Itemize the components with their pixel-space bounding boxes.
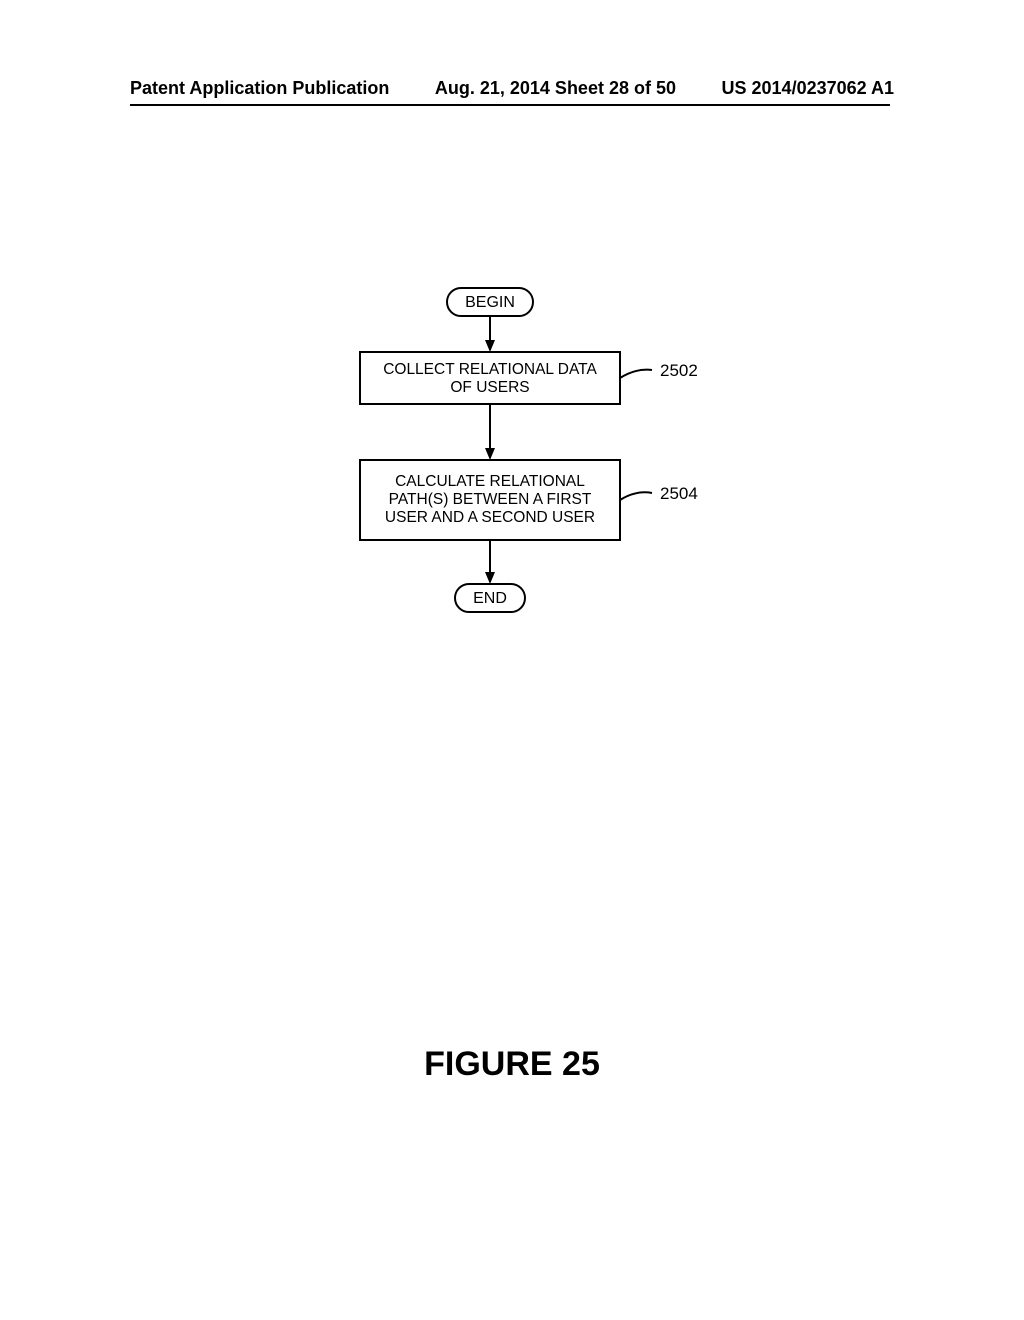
end-label: END (473, 590, 507, 607)
node-calculate: CALCULATE RELATIONAL PATH(S) BETWEEN A F… (360, 460, 620, 540)
collect-label-1: COLLECT RELATIONAL DATA (383, 361, 597, 378)
header-center: Aug. 21, 2014 Sheet 28 of 50 (435, 78, 676, 99)
figure-caption: FIGURE 25 (0, 1045, 1024, 1084)
calculate-label-2: PATH(S) BETWEEN A FIRST (389, 491, 592, 508)
page: Patent Application Publication Aug. 21, … (0, 0, 1024, 1320)
calculate-label-1: CALCULATE RELATIONAL (395, 473, 585, 490)
node-collect: COLLECT RELATIONAL DATA OF USERS (360, 352, 620, 404)
header-left: Patent Application Publication (130, 78, 389, 99)
collect-shape (360, 352, 620, 404)
header-right: US 2014/0237062 A1 (722, 78, 894, 99)
header-rule (130, 104, 890, 106)
ref-2504: 2504 (660, 484, 698, 503)
node-end: END (455, 584, 525, 612)
collect-label-2: OF USERS (450, 379, 529, 396)
flowchart: BEGIN COLLECT RELATIONAL DATA OF USERS 2… (0, 280, 1024, 680)
begin-label: BEGIN (465, 294, 515, 311)
leader-2502 (620, 370, 652, 378)
calculate-label-3: USER AND A SECOND USER (385, 509, 595, 526)
page-header: Patent Application Publication Aug. 21, … (0, 78, 1024, 99)
node-begin: BEGIN (447, 288, 533, 316)
leader-2504 (620, 492, 652, 500)
ref-2502: 2502 (660, 361, 698, 380)
